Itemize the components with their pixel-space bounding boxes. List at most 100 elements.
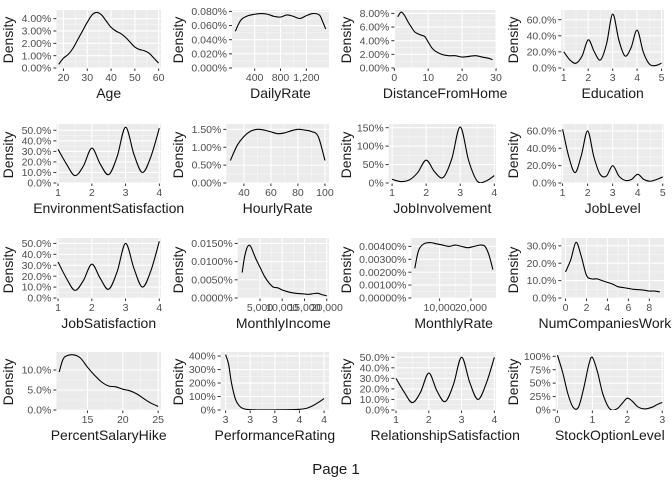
- x-axis-title: NumCompaniesWorked: [538, 315, 672, 331]
- plot-background: [237, 238, 329, 298]
- y-axis-title: Density: [338, 132, 354, 179]
- y-tick-label: 0.0%: [532, 178, 556, 190]
- density-panel-relationshipsatisfaction: 1 2 3 40.0%10.0%20.0%30.0%40.0%50.0%Relatio…: [338, 352, 520, 443]
- x-axis-title: EnvironmentSatisfaction: [33, 200, 184, 216]
- x-tick-label: 3: [457, 187, 463, 199]
- y-axis-title: Density: [505, 132, 521, 179]
- y-tick-label: 0.0000%: [191, 293, 232, 305]
- y-tick-label: 8.00%: [360, 8, 390, 20]
- density-panel-numcompaniesworked: 0 2 4 6 8 0.0% 10.0% 20.0% 30.0% NumCompaniesWork…: [505, 238, 672, 331]
- density-panel-monthlyrate: 10,000 20,0000.00000%0.00100%0.00200%0.00…: [338, 238, 496, 331]
- density-curve: [397, 11, 493, 61]
- x-tick-label: 8: [646, 302, 652, 314]
- x-tick-label: 4: [491, 414, 497, 426]
- x-tick-label: 20: [456, 72, 468, 84]
- x-tick-label: 5: [659, 72, 665, 84]
- density-curve: [414, 241, 494, 270]
- y-tick-label: 2.00%: [22, 38, 52, 50]
- density-curve: [57, 126, 160, 177]
- y-tick-label: 0.040%: [191, 34, 227, 46]
- x-tick-label: 0: [555, 414, 561, 426]
- x-tick-label: 1,200: [293, 72, 319, 84]
- x-tick-label: 4: [297, 414, 303, 426]
- y-tick-label: 50%: [530, 378, 551, 390]
- density-panel-environmentsatisfaction: 1 2 3 40.0%10.0%20.0%30.0%40.0%50.0%Environ…: [0, 124, 184, 216]
- y-tick-label: 2.00%: [360, 49, 390, 61]
- x-tick-label: 20: [58, 72, 70, 84]
- y-tick-label: 30.0%: [360, 373, 390, 385]
- x-tick-label: 2: [89, 187, 95, 199]
- x-axis-title: JobSatisfaction: [61, 315, 156, 331]
- y-axis-title: Density: [505, 17, 521, 64]
- x-tick-label: 3: [247, 414, 253, 426]
- density-curve: [58, 354, 159, 407]
- x-tick-label: 3: [610, 187, 616, 199]
- y-tick-label: 0%: [535, 405, 550, 417]
- x-tick-label: 1: [561, 72, 567, 84]
- x-axis-title: Education: [582, 85, 644, 101]
- y-tick-label: 0.000%: [191, 63, 227, 75]
- x-tick-label: 1: [589, 414, 595, 426]
- x-axis-title: Age: [96, 85, 121, 101]
- y-tick-label: 4.00%: [22, 13, 52, 25]
- x-tick-label: 20: [117, 414, 129, 426]
- plot-background: [411, 238, 496, 298]
- x-tick-label: 40: [238, 187, 250, 199]
- x-tick-label: 4: [634, 72, 640, 84]
- y-tick-label: 100%: [189, 391, 216, 403]
- x-tick-label: 800: [272, 72, 290, 84]
- y-tick-label: 30.0%: [22, 146, 52, 158]
- x-tick-label: 5,000: [247, 302, 273, 314]
- y-tick-label: 0.00100%: [359, 280, 406, 292]
- y-tick-label: 50.0%: [360, 352, 390, 364]
- y-axis-title: Density: [170, 132, 186, 179]
- y-tick-label: 400%: [189, 351, 216, 363]
- x-tick-label: 2: [584, 302, 590, 314]
- y-tick-label: 0.080%: [191, 6, 227, 18]
- y-tick-label: 0.0%: [532, 293, 556, 305]
- y-tick-label: 0.0%: [27, 178, 51, 190]
- y-tick-label: 20.0%: [360, 384, 390, 396]
- y-tick-label: 3.00%: [22, 26, 52, 38]
- x-axis-title: PerformanceRating: [215, 427, 336, 443]
- y-tick-label: 30.0%: [22, 260, 52, 272]
- x-tick-label: 3: [223, 414, 229, 426]
- x-tick-label: 20,000: [311, 302, 343, 314]
- y-tick-label: 40.0%: [527, 143, 557, 155]
- y-axis-title: Density: [338, 359, 354, 406]
- y-tick-label: 200%: [189, 378, 216, 390]
- x-tick-label: 15,000: [288, 302, 320, 314]
- panel-grid: 20 30 40 50 600.00%1.00%2.00%3.00%4.00%AgeDe…: [0, 6, 672, 443]
- x-tick-label: 6: [625, 302, 631, 314]
- x-axis-title: MonthlyRate: [414, 315, 493, 331]
- x-tick-label: 1: [560, 187, 566, 199]
- y-tick-label: 0.00000%: [359, 293, 406, 305]
- x-tick-label: 400: [246, 72, 264, 84]
- y-tick-label: 50.0%: [22, 125, 52, 137]
- x-tick-label: 0: [391, 72, 397, 84]
- y-tick-label: 5.0%: [27, 385, 51, 397]
- x-tick-label: 2: [423, 187, 429, 199]
- y-tick-label: 40.0%: [22, 249, 52, 261]
- density-curve: [229, 128, 326, 161]
- x-tick-label: 3: [610, 72, 616, 84]
- x-tick-label: 2: [426, 414, 432, 426]
- x-tick-label: 2: [624, 414, 630, 426]
- y-tick-label: 0.00300%: [359, 254, 406, 266]
- y-tick-label: 0.0150%: [191, 238, 232, 250]
- x-axis-title: JobLevel: [585, 200, 641, 216]
- density-panel-age: 20 30 40 50 60 0.00%1.00%2.00%3.00%4.00% Age De…: [0, 10, 165, 101]
- y-tick-label: 60.0%: [527, 126, 557, 138]
- y-tick-label: 25%: [530, 391, 551, 403]
- density-curve: [563, 13, 662, 67]
- density-curve: [234, 12, 327, 32]
- y-tick-label: 100%: [524, 351, 551, 363]
- x-tick-label: 4: [605, 302, 611, 314]
- y-tick-label: 0.00%: [22, 63, 52, 75]
- y-tick-label: 20.0%: [527, 258, 557, 270]
- x-tick-label: 4: [156, 187, 162, 199]
- y-tick-label: 40.0%: [22, 135, 52, 147]
- y-tick-label: 20.0%: [22, 271, 52, 283]
- x-tick-label: 0: [563, 302, 569, 314]
